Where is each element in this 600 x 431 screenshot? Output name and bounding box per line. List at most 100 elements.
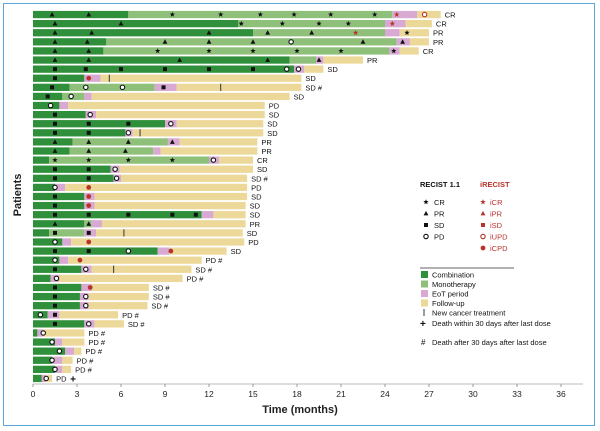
pr-triangle-marker	[89, 30, 95, 35]
combination-segment	[33, 229, 50, 237]
patient-row: PD #	[33, 274, 204, 283]
legend-irecist-title: iRECIST	[480, 180, 510, 189]
pd-circle-marker	[40, 330, 47, 336]
sd-square-marker	[53, 176, 57, 181]
followup-segment	[43, 329, 85, 337]
response-label: SD	[267, 129, 278, 138]
legend-swatch-followup	[421, 299, 428, 307]
sd-square-marker	[126, 212, 131, 217]
response-label: PD #	[206, 256, 224, 265]
followup-segment	[176, 83, 302, 91]
sd-square-marker	[53, 112, 57, 117]
combination-segment	[33, 211, 202, 219]
response-label: CR	[436, 20, 447, 29]
pd-circle-marker	[52, 366, 58, 373]
pr-triangle-marker	[86, 48, 92, 53]
sd-square-marker	[53, 121, 57, 126]
sd-square-marker	[53, 303, 57, 308]
cr-star-marker	[423, 199, 429, 205]
icpd-dot-marker	[480, 245, 486, 251]
sd-square-marker	[53, 230, 57, 235]
cr-star-marker	[238, 20, 244, 26]
patient-row: SD	[33, 65, 338, 74]
response-label: SD #	[195, 265, 213, 274]
x-tick-label: 24	[380, 389, 390, 399]
sd-square-marker	[53, 312, 57, 317]
pd-circle-marker	[125, 248, 132, 254]
combination-segment	[33, 10, 129, 19]
patient-row: PR	[33, 138, 272, 147]
combination-segment	[33, 47, 104, 55]
combination-segment	[33, 265, 82, 273]
x-tick-label: 0	[31, 389, 36, 399]
icpd-dot-marker	[77, 257, 83, 263]
eot-segment	[84, 92, 92, 101]
icpd-dot-marker	[86, 203, 92, 208]
monotherapy-segment	[69, 147, 154, 155]
x-tick-label: 18	[292, 389, 302, 399]
response-label: CR	[257, 156, 268, 165]
combination-segment	[33, 20, 239, 28]
pd-circle-marker	[43, 375, 49, 382]
combination-segment	[33, 256, 60, 264]
sd-square-marker	[53, 203, 57, 208]
patient-row: PR	[33, 29, 444, 38]
sd-square-marker	[53, 194, 57, 199]
patient-row: PR	[33, 147, 272, 156]
combination-segment	[33, 165, 111, 173]
legend-swatch-monotherapy	[421, 280, 428, 288]
combination-segment	[33, 101, 60, 110]
pd-circle-marker	[85, 321, 92, 327]
pr-triangle-marker	[52, 21, 58, 26]
pr-triangle-marker	[265, 57, 271, 62]
patient-row: SD	[33, 165, 268, 174]
iupd-circle-marker	[421, 11, 428, 18]
followup-segment	[62, 356, 73, 364]
response-label: SD #	[153, 293, 171, 302]
response-label: PR	[367, 56, 378, 65]
pr-triangle-marker	[177, 57, 183, 62]
response-label: SD #	[151, 302, 169, 311]
legend-death-within-30-symbol: +	[420, 319, 426, 330]
followup-segment	[101, 220, 246, 228]
combination-segment	[33, 129, 126, 137]
combination-segment	[33, 338, 55, 346]
x-tick-label: 9	[163, 389, 168, 399]
eot-segment	[385, 20, 406, 28]
sd-square-marker	[86, 230, 91, 235]
cr-star-marker	[328, 11, 334, 17]
pd-circle-marker	[52, 184, 58, 191]
eot-segment	[154, 83, 177, 91]
patient-row: SD #	[33, 265, 213, 274]
response-label: SD	[231, 247, 242, 256]
followup-segment	[91, 265, 192, 273]
pd-circle-marker	[37, 312, 44, 318]
icr-star-marker	[389, 20, 396, 26]
combination-segment	[33, 74, 85, 82]
combination-segment	[33, 247, 158, 255]
followup-segment	[399, 47, 419, 55]
combination-segment	[33, 192, 85, 201]
response-label: CR	[445, 11, 456, 20]
patient-row: SD #	[33, 283, 170, 292]
legend-label-combination: Combination	[432, 271, 474, 280]
pr-triangle-marker	[52, 148, 58, 153]
legend-death-after-30-symbol: #	[421, 338, 426, 347]
legend-irecist-isd: iSD	[490, 221, 503, 230]
followup-segment	[59, 311, 119, 319]
patient-row: PD	[33, 183, 262, 192]
pr-triangle-marker	[52, 30, 58, 35]
x-tick-label: 30	[468, 389, 478, 399]
response-label: PD	[251, 183, 262, 192]
eot-segment	[59, 101, 69, 110]
pr-triangle-marker	[52, 139, 58, 144]
pr-triangle-marker	[86, 148, 92, 153]
icpd-dot-marker	[87, 285, 93, 290]
x-tick-label: 21	[336, 389, 346, 399]
response-label: PD #	[88, 338, 106, 347]
legend-irecist-icr: iCR	[490, 198, 503, 207]
pr-triangle-marker	[309, 30, 315, 35]
cr-star-marker	[291, 11, 297, 17]
combination-segment	[33, 174, 114, 182]
followup-segment	[169, 247, 227, 255]
